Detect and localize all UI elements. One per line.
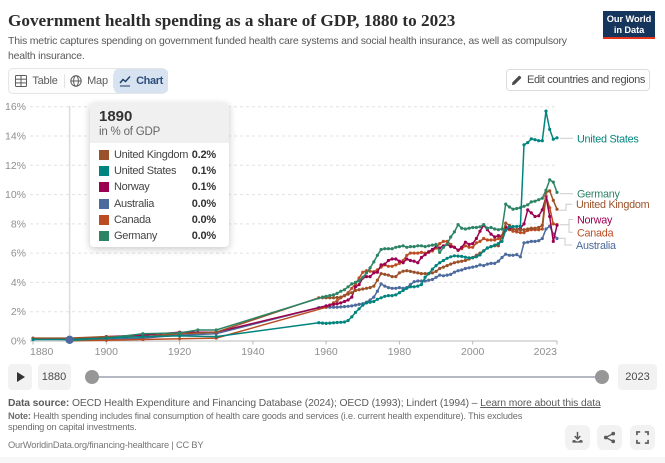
svg-text:1920: 1920 (168, 346, 192, 358)
svg-text:Norway: Norway (577, 215, 613, 227)
svg-text:Australia: Australia (576, 240, 616, 252)
svg-text:2023: 2023 (534, 346, 558, 358)
svg-text:1940: 1940 (241, 346, 265, 358)
svg-text:Germany: Germany (577, 189, 621, 201)
svg-text:16%: 16% (5, 101, 26, 113)
svg-text:0%: 0% (11, 336, 26, 348)
svg-text:12%: 12% (5, 160, 26, 172)
svg-text:1980: 1980 (388, 346, 412, 358)
svg-text:Canada: Canada (577, 227, 614, 239)
svg-text:10%: 10% (5, 189, 26, 201)
svg-text:1880: 1880 (30, 346, 54, 358)
svg-text:1900: 1900 (95, 346, 119, 358)
svg-text:6%: 6% (11, 248, 26, 260)
svg-text:United States: United States (577, 133, 639, 145)
svg-text:1960: 1960 (314, 346, 338, 358)
svg-text:2%: 2% (11, 306, 26, 318)
svg-text:United Kingdom: United Kingdom (576, 199, 650, 211)
svg-text:2000: 2000 (461, 346, 485, 358)
svg-text:14%: 14% (5, 131, 26, 143)
svg-text:8%: 8% (11, 218, 26, 230)
svg-text:4%: 4% (11, 277, 26, 289)
